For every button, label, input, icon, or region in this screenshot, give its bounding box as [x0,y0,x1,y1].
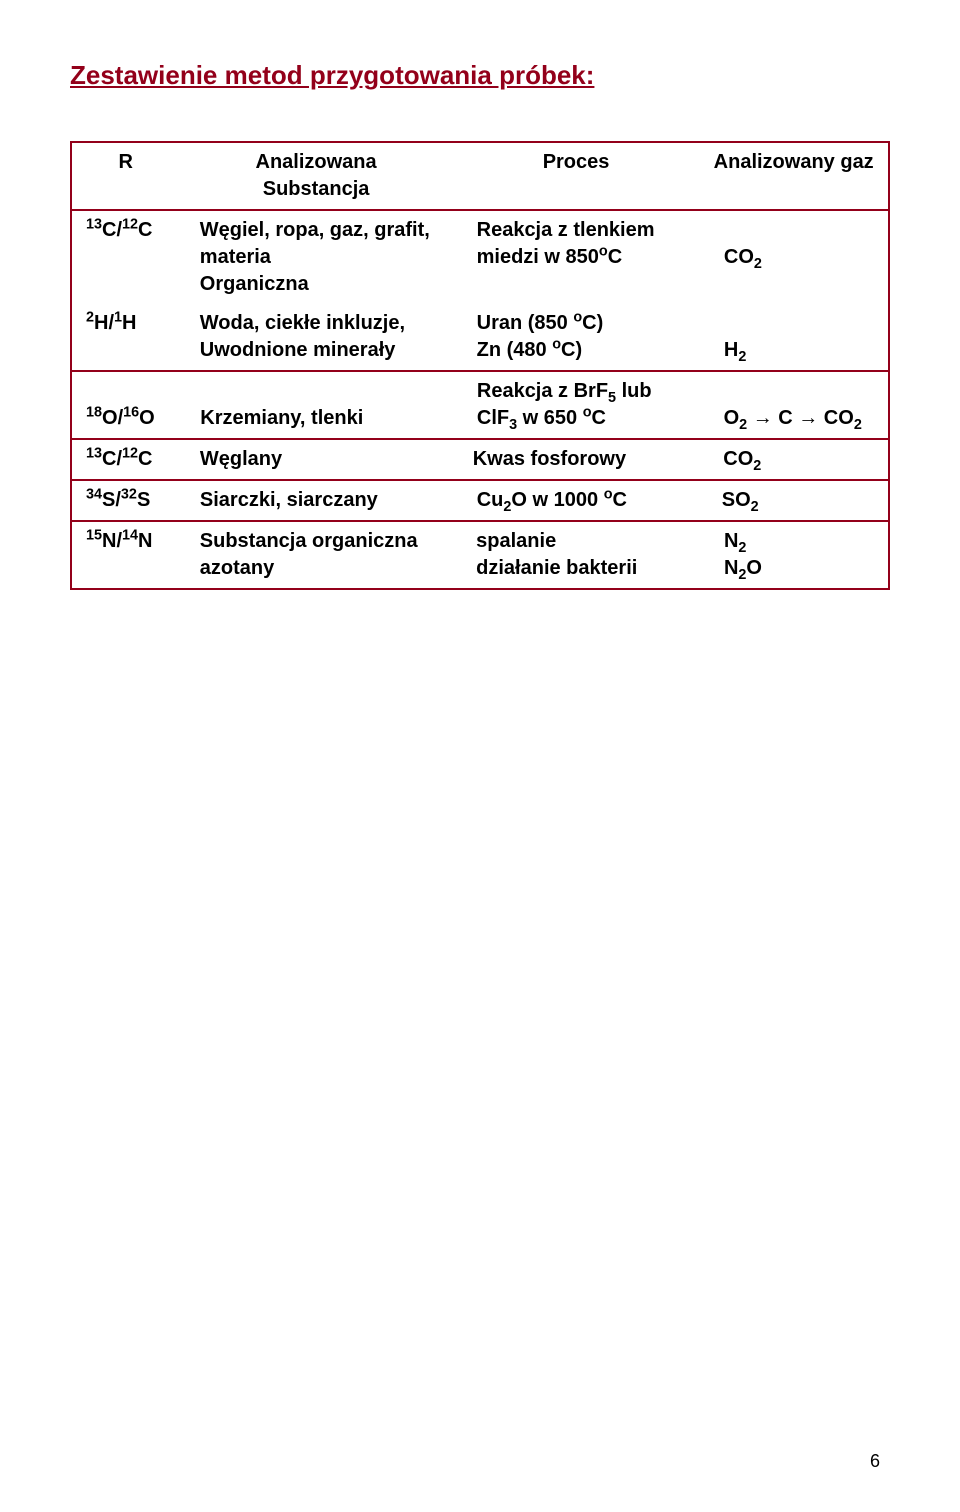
cell-ratio: 34S/32S [72,481,186,520]
cell-ratio: 15N/14N [72,522,186,588]
cell-substance: Węgiel, ropa, gaz, grafit,materiaOrganic… [186,211,463,304]
cell-process: Kwas fosforowy [459,440,710,479]
cell-substance: Krzemiany, tlenki [186,372,463,438]
table-row: 13C/12C Węgiel, ropa, gaz, grafit,materi… [71,210,889,371]
cell-ratio: 13C/12C [72,211,186,304]
cell-process: Reakcja z BrF5 lubClF3 w 650 oC [463,372,710,438]
table-row: 18O/16O Krzemiany, tlenki Reakcja z BrF5… [71,371,889,439]
col-header-r: R [72,143,175,209]
cell-gas: H2 [710,304,888,370]
page-number: 6 [870,1451,880,1472]
cell-gas: CO2 [709,440,888,479]
cell-gas: CO2 [710,211,888,304]
cell-substance: Substancja organicznaazotany [186,522,462,588]
cell-gas: O2 → C → CO2 [710,372,888,438]
cell-substance: Węglany [186,440,459,479]
cell-substance: Siarczki, siarczany [186,481,463,520]
table-row: 34S/32S Siarczki, siarczany Cu2O w 1000 … [71,480,889,521]
cell-substance: Woda, ciekłe inkluzje,Uwodnione minerały [186,304,463,370]
col-header-substance: AnalizowanaSubstancja [175,143,452,209]
col-header-process: Proces [453,143,696,209]
cell-process: Reakcja z tlenkiemmiedzi w 850oC [463,211,710,304]
methods-table: R AnalizowanaSubstancja Proces Analizowa… [70,141,890,590]
cell-process: Cu2O w 1000 oC [463,481,708,520]
cell-process: spalaniedziałanie bakterii [462,522,710,588]
cell-gas: SO2 [708,481,888,520]
table-row: 13C/12C Węglany Kwas fosforowy CO2 [71,439,889,480]
table-row: 15N/14N Substancja organicznaazotany spa… [71,521,889,589]
page-title: Zestawienie metod przygotowania próbek: [70,60,890,91]
page: Zestawienie metod przygotowania próbek: … [0,0,960,1512]
table-row: R AnalizowanaSubstancja Proces Analizowa… [71,142,889,210]
cell-ratio: 18O/16O [72,372,186,438]
col-header-gas: Analizowany gaz [695,143,888,209]
cell-gas: N2N2O [710,522,888,588]
cell-process: Uran (850 oC)Zn (480 oC) [463,304,710,370]
cell-ratio: 2H/1H [72,304,186,370]
cell-ratio: 13C/12C [72,440,186,479]
